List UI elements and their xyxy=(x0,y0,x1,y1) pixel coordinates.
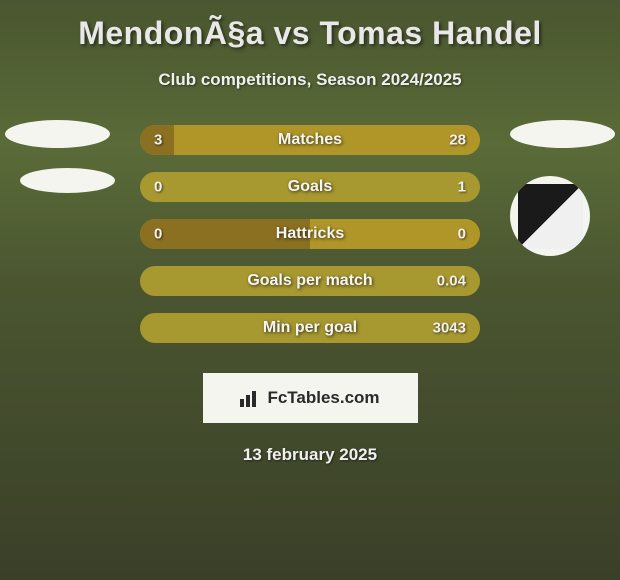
subtitle: Club competitions, Season 2024/2025 xyxy=(0,70,620,90)
stats-bars: 3 28 Matches 0 1 Goals 0 0 Hattricks 0.04 Goals pe… xyxy=(140,125,480,343)
stat-value-left: 0 xyxy=(154,179,162,196)
left-team-logos xyxy=(5,120,115,193)
stat-label: Matches xyxy=(278,131,342,149)
team-logo-right-1 xyxy=(510,120,615,148)
stat-value-right: 0 xyxy=(458,226,466,243)
stat-row: 0 0 Hattricks xyxy=(140,219,480,249)
stat-label: Min per goal xyxy=(263,319,357,337)
team-logo-left-1 xyxy=(5,120,110,148)
club-logo-right xyxy=(510,176,590,256)
date-label: 13 february 2025 xyxy=(0,445,620,465)
stat-value-right: 0.04 xyxy=(437,273,466,290)
stat-label: Goals xyxy=(288,178,332,196)
footer-text: FcTables.com xyxy=(267,388,379,408)
main-container: MendonÃ§a vs Tomas Handel Club competiti… xyxy=(0,0,620,475)
team-logo-left-2 xyxy=(20,168,115,193)
page-title: MendonÃ§a vs Tomas Handel xyxy=(0,15,620,52)
footer-attribution[interactable]: FcTables.com xyxy=(203,373,418,423)
stat-value-right: 3043 xyxy=(433,320,466,337)
stat-row: 0.04 Goals per match xyxy=(140,266,480,296)
stat-value-right: 1 xyxy=(458,179,466,196)
right-team-logos xyxy=(510,120,615,256)
stat-value-left: 3 xyxy=(154,132,162,149)
stat-label: Goals per match xyxy=(247,272,372,290)
stat-row: 0 1 Goals xyxy=(140,172,480,202)
stat-label: Hattricks xyxy=(276,225,344,243)
stat-value-left: 0 xyxy=(154,226,162,243)
stat-row: 3 28 Matches xyxy=(140,125,480,155)
stat-value-right: 28 xyxy=(449,132,466,149)
chart-icon xyxy=(240,389,262,407)
club-badge-icon xyxy=(518,184,583,249)
stat-row: 3043 Min per goal xyxy=(140,313,480,343)
stats-area: 3 28 Matches 0 1 Goals 0 0 Hattricks 0.04 Goals pe… xyxy=(0,125,620,343)
